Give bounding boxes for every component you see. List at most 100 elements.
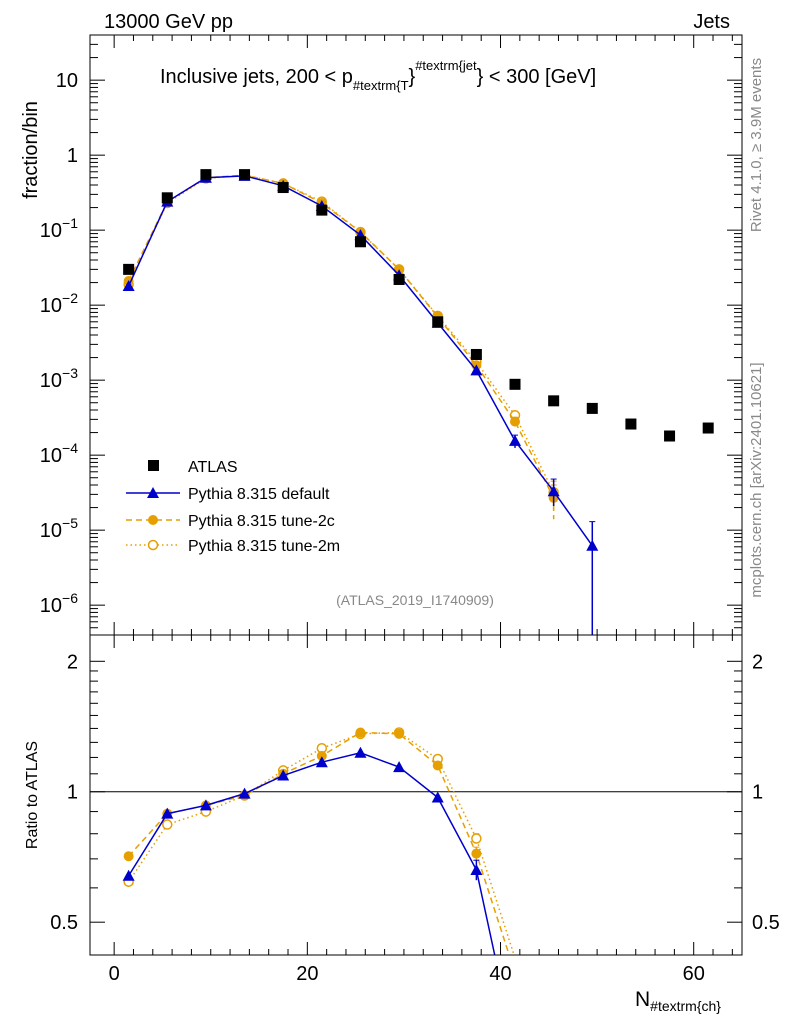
ratio-point-tune2c xyxy=(316,750,327,761)
main-y-tick-exp: −3 xyxy=(62,365,78,381)
legend-marker-tune2m xyxy=(147,539,159,551)
main-line-tune2c xyxy=(127,174,555,499)
x-axis-label-sub: #textrm{ch} xyxy=(650,998,721,1014)
rivet-label: Rivet 4.1.0, ≥ 3.9M events xyxy=(748,58,765,232)
main-y-tick-base: 10 xyxy=(40,445,62,467)
main-point-atlas xyxy=(586,402,598,414)
main-y-tick-label: 10−5 xyxy=(40,515,78,542)
ratio-point-tune2c xyxy=(123,851,134,862)
ratio-point-default xyxy=(354,746,367,758)
x-tick-label: 20 xyxy=(296,963,318,985)
ratio-point-default xyxy=(122,869,135,881)
x-tick-label: 60 xyxy=(683,963,705,985)
main-y-tick-base: 10 xyxy=(40,220,62,242)
header-right: Jets xyxy=(693,11,730,33)
main-point-atlas xyxy=(548,395,560,407)
ratio-point-tune2c xyxy=(394,728,405,739)
main-point-atlas xyxy=(200,169,212,181)
legend-label-atlas: ATLAS xyxy=(188,459,238,476)
main-point-atlas xyxy=(277,182,289,194)
ratio-panel-frame xyxy=(89,634,743,956)
main-panel xyxy=(122,169,714,635)
main-point-atlas xyxy=(470,348,482,360)
x-tick-label: 40 xyxy=(489,963,511,985)
ratio-point-default xyxy=(315,756,328,768)
legend-label-tune2c: Pythia 8.315 tune-2c xyxy=(188,513,335,530)
main-point-atlas xyxy=(664,430,676,442)
ratio-point-default xyxy=(238,787,251,799)
main-y-tick-base: 1 xyxy=(67,145,78,167)
ratio-point-tune2m xyxy=(471,833,482,844)
ratio-y-tick-label: 0.5 xyxy=(50,912,78,934)
x-axis-label-main: N xyxy=(635,988,650,1011)
main-point-default xyxy=(547,485,560,497)
main-y-tick-exp: −1 xyxy=(62,215,78,231)
main-y-tick-label: 10−1 xyxy=(40,215,78,242)
main-point-atlas xyxy=(702,422,714,434)
main-y-tick-base: 10 xyxy=(40,595,62,617)
main-y-tick-base: 10 xyxy=(40,295,62,317)
main-point-atlas xyxy=(316,204,328,216)
ratio-y-tick-label-right: 1 xyxy=(752,782,763,804)
main-y-tick-exp: −6 xyxy=(62,590,78,606)
main-y-tick-base: 10 xyxy=(40,520,62,542)
main-y-tick-exp: −2 xyxy=(62,290,78,306)
main-point-atlas xyxy=(393,273,405,285)
header-left: 13000 GeV pp xyxy=(104,11,233,33)
legend-entry-default: Pythia 8.315 default xyxy=(126,486,330,503)
main-y-tick-label: 10−6 xyxy=(40,590,78,617)
main-point-atlas xyxy=(123,263,135,275)
main-y-tick-base: 10 xyxy=(56,70,78,92)
ratio-point-default xyxy=(199,799,212,811)
ratio-ylabel: Ratio to ATLAS xyxy=(24,741,41,849)
legend-entry-tune2c: Pythia 8.315 tune-2c xyxy=(126,513,335,530)
main-y-tick-exp: −4 xyxy=(62,440,78,456)
main-point-default xyxy=(509,434,522,446)
title-brace: } xyxy=(409,66,416,88)
legend-entry-tune2m: Pythia 8.315 tune-2m xyxy=(126,538,340,555)
main-y-tick-exp: −5 xyxy=(62,515,78,531)
ratio-point-default xyxy=(470,863,483,875)
title-sup: #textrm{jet xyxy=(415,58,477,73)
ratio-y-tick-label: 1 xyxy=(67,782,78,804)
ratio-point-tune2c xyxy=(432,760,443,771)
ratio-y-tick-label-right: 0.5 xyxy=(752,912,780,934)
main-y-tick-label: 1 xyxy=(67,145,78,167)
main-title: Inclusive jets, 200 < p#textrm{T}#textrm… xyxy=(160,58,596,93)
main-y-tick-label: 10−4 xyxy=(40,440,78,467)
x-tick-label: 0 xyxy=(109,963,120,985)
legend-marker-default xyxy=(147,487,159,498)
ratio-point-tune2c xyxy=(471,848,482,859)
ratio-point-default xyxy=(431,791,444,803)
legend-label-default: Pythia 8.315 default xyxy=(188,486,330,503)
ratio-y-tick-label: 2 xyxy=(67,651,78,673)
analysis-watermark: (ATLAS_2019_I1740909) xyxy=(336,592,494,608)
title-main: Inclusive jets, 200 < p xyxy=(160,66,353,88)
legend-entry-atlas: ATLAS xyxy=(148,459,238,476)
main-y-tick-base: 10 xyxy=(40,370,62,392)
legend-marker-atlas xyxy=(148,460,159,471)
ratio-point-default xyxy=(277,769,290,781)
legend-marker-tune2c xyxy=(148,515,158,525)
ratio-panel xyxy=(90,727,742,955)
title-sub: #textrm{T xyxy=(353,78,409,93)
ratio-point-default xyxy=(161,807,174,819)
legend: ATLAS Pythia 8.315 default Pythia 8.315 … xyxy=(126,459,340,555)
title-tail: } < 300 [GeV] xyxy=(477,66,597,88)
main-point-atlas xyxy=(432,316,444,328)
main-point-atlas xyxy=(161,192,173,204)
ratio-point-tune2m xyxy=(162,819,173,830)
mcplots-label: mcplots.cern.ch [arXiv:2401.10621] xyxy=(748,362,765,597)
main-ylabel: fraction/bin xyxy=(20,101,42,199)
legend-label-tune2m: Pythia 8.315 tune-2m xyxy=(188,538,340,555)
main-y-tick-label: 10−2 xyxy=(40,290,78,317)
ratio-line-default xyxy=(128,752,496,955)
x-axis-label: N#textrm{ch} xyxy=(635,988,721,1014)
ratio-point-tune2c xyxy=(355,727,366,738)
main-point-tune2c xyxy=(510,416,521,427)
main-y-tick-label: 10 xyxy=(56,70,78,92)
ratio-point-default xyxy=(393,761,406,773)
main-point-default xyxy=(470,364,483,376)
main-point-default xyxy=(586,539,599,551)
